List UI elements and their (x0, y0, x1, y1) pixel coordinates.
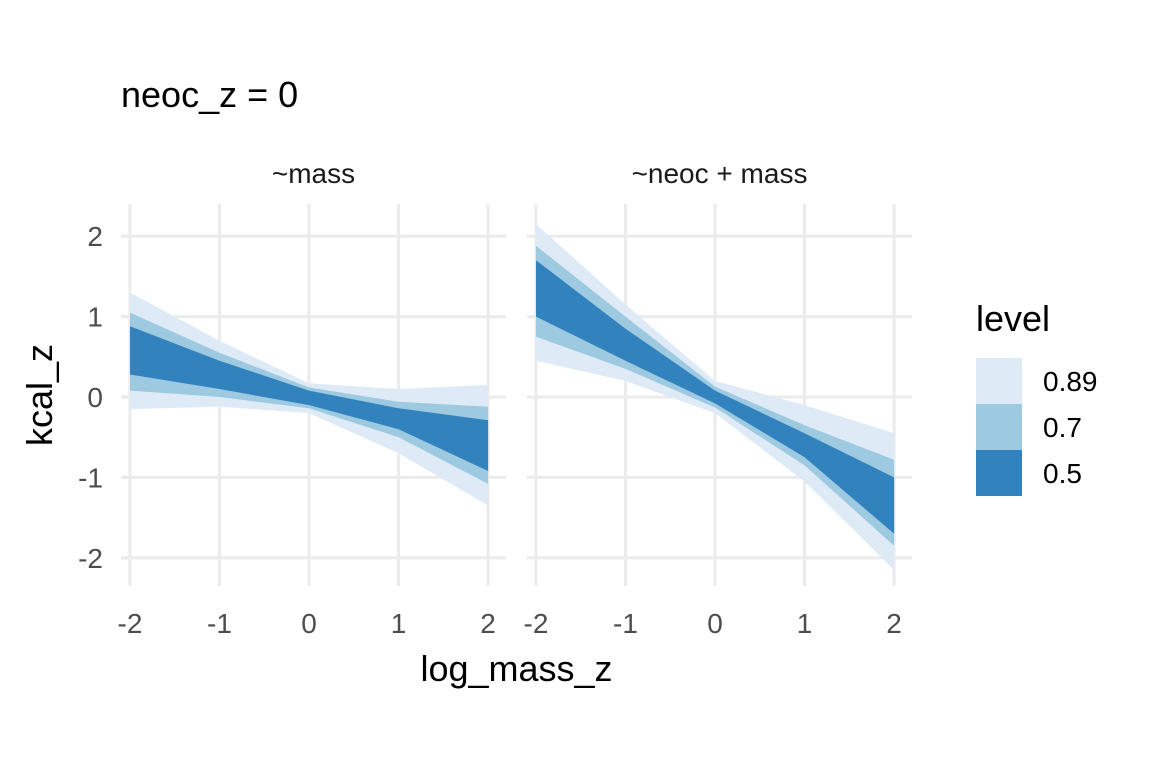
chart-title: neoc_z = 0 (121, 74, 298, 115)
legend-swatch-0_5 (976, 450, 1022, 496)
x-tick-label: 0 (301, 608, 317, 639)
y-tick-label: -2 (78, 543, 103, 574)
legend-label: 0.89 (1043, 366, 1098, 397)
legend-label: 0.5 (1043, 458, 1082, 489)
panel-strip-label: ~mass (272, 158, 355, 189)
y-tick-label: 1 (87, 302, 103, 333)
x-tick-label: -2 (118, 608, 143, 639)
y-tick-label: 0 (87, 382, 103, 413)
interval-band-0_5 (130, 326, 489, 471)
x-tick-label: -1 (613, 608, 638, 639)
x-tick-label: 0 (707, 608, 723, 639)
x-tick-label: 1 (797, 608, 813, 639)
y-axis-title: kcal_z (19, 344, 60, 446)
y-tick-label: -1 (78, 462, 103, 493)
x-tick-label: 2 (886, 608, 902, 639)
legend-swatch-0_89 (976, 358, 1022, 404)
panel-strip-label: ~neoc + mass (632, 158, 808, 189)
x-tick-label: -1 (207, 608, 232, 639)
x-tick-label: 1 (391, 608, 407, 639)
x-axis-title: log_mass_z (420, 648, 612, 689)
x-tick-label: 2 (480, 608, 496, 639)
legend-label: 0.7 (1043, 412, 1082, 443)
x-tick-label: -2 (524, 608, 549, 639)
legend-title: level (976, 298, 1050, 339)
y-tick-label: 2 (87, 221, 103, 252)
legend-swatch-0_7 (976, 404, 1022, 450)
interval-band-0_5 (536, 260, 895, 534)
